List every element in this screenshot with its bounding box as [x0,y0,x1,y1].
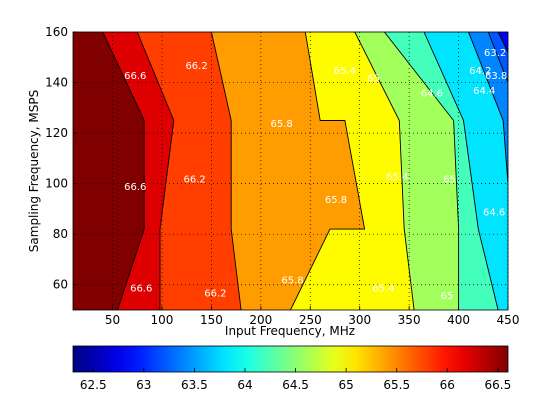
colorbar-tick-label: 64 [237,378,252,392]
colorbar-tick-label: 62.5 [80,378,107,392]
contour-label: 64.6 [483,207,505,218]
y-axis-ticks: 60 80 100 120 140 160 [45,25,77,292]
y-tick-label: 120 [45,126,68,140]
y-tick-label: 80 [53,227,68,241]
contour-line-2 [210,32,242,310]
x-tick-label: 150 [200,313,223,327]
y-tick-label: 160 [45,25,68,39]
contour-label: 65.8 [270,119,292,130]
contour-label: 63.2 [484,48,506,59]
contour-label: 65.4 [372,283,394,294]
x-tick-label: 450 [497,313,520,327]
contour-label: 65 [367,73,380,84]
colorbar-tick-label: 63.5 [181,378,208,392]
colorbar-tick-label: 65.5 [383,378,410,392]
x-tick-label: 250 [299,313,322,327]
colorbar-tick-label: 65 [338,378,353,392]
contour-label: 66.2 [183,175,205,186]
contour-label: 64.6 [421,89,443,100]
x-axis-ticks: 50 100 150 200 250 300 350 400 450 [105,306,520,327]
contour-line-7 [468,32,508,184]
colorbar [72,345,509,373]
contour-lines [102,32,508,310]
contour-label: 65.4 [386,172,408,183]
colorbar-ticks: 62.5 63 63.5 64 64.5 65 65.5 66 66.5 [80,368,511,392]
contour-label: 65.8 [325,195,347,206]
contour-label: 65 [440,291,453,302]
x-tick-label: 350 [398,313,421,327]
x-tick-label: 50 [105,313,120,327]
contour-label: 64.4 [473,86,495,97]
band-7 [424,32,508,310]
contour-line-0 [102,32,145,310]
plot-frame [72,31,509,311]
y-tick-label: 100 [45,177,68,191]
x-tick-label: 300 [348,313,371,327]
colorbar-tick-label: 66 [440,378,455,392]
contour-fills [73,32,508,310]
colorbar-tick-label: 66.5 [485,378,512,392]
contour-label: 65.4 [334,66,356,77]
contour-line-5 [384,32,460,310]
colorbar-tick-label: 63 [136,378,151,392]
x-axis-label: Input Frequency, MHz [225,324,355,338]
contour-line-4 [354,32,415,310]
contour-labels: 66.6 66.2 65.8 65.4 65 64.6 64.2 64.4 63.8 63.2 66… [124,48,507,302]
contour-line-8 [487,32,508,83]
band-8 [468,32,508,184]
contour-label: 65 [443,175,456,186]
contour-line-9 [497,32,508,53]
contour-label: 66.6 [130,283,152,294]
contour-label: 66.2 [185,61,207,72]
contour-line-6 [423,32,499,310]
x-tick-label: 100 [151,313,174,327]
y-tick-label: 140 [45,76,68,90]
contour-label: 63.8 [485,71,507,82]
x-tick-label: 400 [447,313,470,327]
y-tick-label: 60 [53,278,68,292]
x-tick-label: 200 [249,313,272,327]
contour-label: 64.2 [469,66,491,77]
contour-line-3 [290,32,366,310]
contour-label: 66.6 [124,71,146,82]
contour-line-1 [136,32,175,310]
contour-label: 66.2 [204,288,226,299]
y-axis-label: Sampling Frequency, MSPS [27,90,41,252]
contour-label: 65.8 [281,276,303,287]
colorbar-tick-label: 64.5 [282,378,309,392]
contour-label: 66.6 [124,182,146,193]
